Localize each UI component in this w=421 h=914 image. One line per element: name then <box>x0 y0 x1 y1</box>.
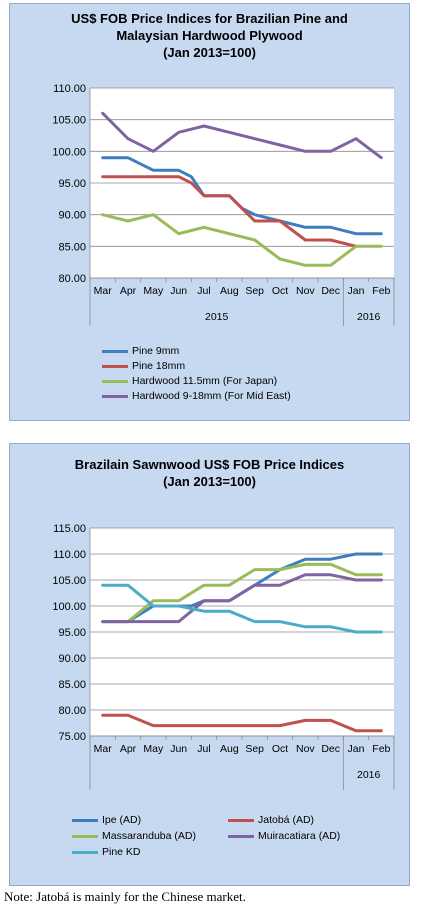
chart1-title-line1: US$ FOB Price Indices for Brazilian Pine… <box>71 11 348 26</box>
chart2-x-tick-label: Feb <box>372 743 390 755</box>
chart1-legend-label-0: Pine 9mm <box>132 345 180 357</box>
chart2-legend-swatch-0 <box>72 818 98 822</box>
chart2-legend-item-1: Jatobá (AD) <box>228 814 314 826</box>
chart2-x-tick-label: Aug <box>220 743 239 755</box>
chart1-legend-swatch-0 <box>102 349 128 353</box>
chart2-legend-label-1: Jatobá (AD) <box>258 814 315 826</box>
chart2-legend-item-0: Ipe (AD) <box>72 814 141 826</box>
chart2-y-tick-label: 110.00 <box>53 549 86 561</box>
chart2-title-line2: (Jan 2013=100) <box>163 474 256 489</box>
chart2-x-tick-label: Oct <box>272 743 288 755</box>
chart2-y-tick-label: 75.00 <box>58 731 86 743</box>
chart2-x-tick-label: May <box>143 743 164 755</box>
chart2-x-tick-label: Sep <box>245 743 264 755</box>
chart1-y-tick-label: 90.00 <box>58 210 86 222</box>
chart1-y-tick-label: 100.00 <box>52 146 86 158</box>
chart1-x-tick-label: Sep <box>245 285 264 297</box>
chart1-title-line2: Malaysian Hardwood Plywood <box>116 28 303 43</box>
chart1-legend-item-0: Pine 9mm <box>102 345 179 357</box>
chart1-y-tick-label: 80.00 <box>58 273 86 285</box>
chart2-series-line-1 <box>101 713 383 733</box>
chart1-x-tick-label: Dec <box>321 285 340 297</box>
chart1-y-tick-label: 85.00 <box>58 241 86 253</box>
chart1-legend-label-1: Pine 18mm <box>132 360 186 372</box>
chart1-x-tick-label: Aug <box>220 285 239 297</box>
chart2-legend-label-2: Massaranduba (AD) <box>102 830 196 842</box>
chart2-x-tick-label: Jul <box>197 743 210 755</box>
chart2-y-tick-label: 115.00 <box>53 523 86 535</box>
chart2-legend-label-4: Pine KD <box>102 846 141 858</box>
chart2-y-tick-label: 100.00 <box>52 601 86 613</box>
chart1-y-tick-label: 95.00 <box>58 178 86 190</box>
chart2-legend-swatch-3 <box>228 834 254 838</box>
chart1-title-line3: (Jan 2013=100) <box>163 45 256 60</box>
chart1-series-line-1 <box>101 175 358 248</box>
chart1-x-tick-label: Jan <box>348 285 365 297</box>
chart2-legend-label-3: Muiracatiara (AD) <box>258 830 341 842</box>
chart1-year-label: 2015 <box>205 311 229 323</box>
chart1-x-tick-label: Oct <box>272 285 288 297</box>
chart1-legend-item-2: Hardwood 11.5mm (For Japan) <box>102 375 277 387</box>
chart1-x-tick-label: May <box>143 285 164 297</box>
chart1-series-line-3 <box>101 111 383 160</box>
chart1-legend-swatch-3 <box>102 394 128 398</box>
chart2-y-tick-label: 105.00 <box>52 575 86 587</box>
chart1-legend-swatch-2 <box>102 379 128 383</box>
chart2-x-tick-label: Mar <box>94 743 113 755</box>
chart2-legend-item-3: Muiracatiara (AD) <box>228 830 340 842</box>
chart2-series-line-3 <box>101 573 383 624</box>
chart2-x-tick-label: Jun <box>170 743 187 755</box>
chart2-plot-svg: 75.00 80.00 85.00 90.00 95.00 100.00 105.00 110… <box>52 523 395 790</box>
chart2-x-tick-label: Jan <box>348 743 365 755</box>
chart1-x-tick-label: Mar <box>94 285 113 297</box>
footnote: Note: Jatobá is mainly for the Chinese m… <box>4 889 246 904</box>
chart2-year-label: 2016 <box>357 769 381 781</box>
chart1-plot-svg: 80.00 85.00 90.00 95.00 100.00 105.00 110.00 Ma… <box>52 83 395 326</box>
chart1-legend-item-1: Pine 18mm <box>102 360 185 372</box>
chart2-y-tick-label: 85.00 <box>58 679 86 691</box>
chart1-y-tick-label: 105.00 <box>52 115 86 127</box>
chart1-legend-label-3: Hardwood 9-18mm (For Mid East) <box>132 390 291 402</box>
chart1-legend-item-3: Hardwood 9-18mm (For Mid East) <box>102 390 291 402</box>
chart2-legend-swatch-4 <box>72 850 98 854</box>
chart2-y-tick-label: 95.00 <box>58 627 86 639</box>
chart2-series-line-4 <box>101 583 383 634</box>
chart2-legend-item-4: Pine KD <box>72 846 141 858</box>
chart2-legend-swatch-1 <box>228 818 254 822</box>
chart2-x-tick-label: Nov <box>296 743 315 755</box>
chart1-year-label: 2016 <box>357 311 381 323</box>
chart1-legend-swatch-1 <box>102 364 128 368</box>
chart1-legend-label-2: Hardwood 11.5mm (For Japan) <box>132 375 278 387</box>
chart2-legend-label-0: Ipe (AD) <box>102 814 142 826</box>
chart2-y-tick-label: 80.00 <box>58 705 86 717</box>
chart2-legend-swatch-2 <box>72 834 98 838</box>
sawnwood-price-chart-panel: Brazilain Sawnwood US$ FOB Price Indices… <box>9 443 410 886</box>
chart2-title-line1: Brazilain Sawnwood US$ FOB Price Indices <box>74 457 345 472</box>
chart2-y-tick-label: 90.00 <box>58 653 86 665</box>
chart2-x-tick-label: Dec <box>321 743 340 755</box>
chart1-x-tick-label: Jun <box>170 285 187 297</box>
chart2-legend-item-2: Massaranduba (AD) <box>72 830 196 842</box>
chart2-x-tick-label: Apr <box>120 743 137 755</box>
plywood-price-chart-panel: US$ FOB Price Indices for Brazilian Pine… <box>9 3 410 421</box>
chart1-x-tick-label: Apr <box>120 285 137 297</box>
chart1-x-tick-label: Jul <box>197 285 210 297</box>
chart1-y-tick-label: 110.00 <box>53 83 86 95</box>
chart1-series-line-2 <box>101 213 383 267</box>
chart1-x-tick-label: Feb <box>372 285 390 297</box>
chart1-x-tick-label: Nov <box>296 285 315 297</box>
